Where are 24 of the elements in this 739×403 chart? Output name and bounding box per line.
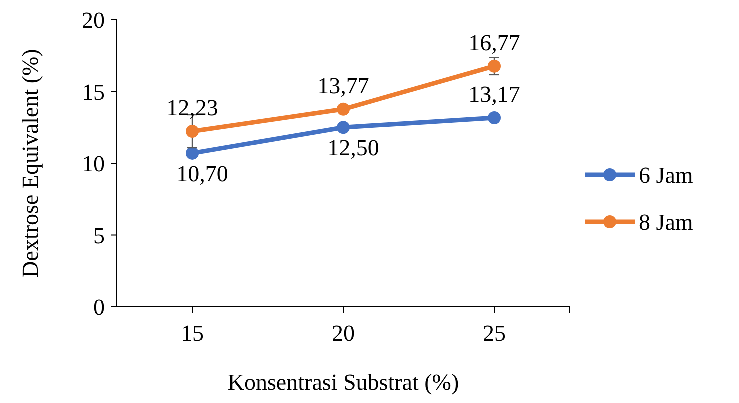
point	[488, 112, 501, 125]
y-axis-title: Dextrose Equivalent (%)	[18, 49, 43, 278]
x-tick-label: 15	[181, 321, 204, 346]
x-axis-title: Konsentrasi Substrat (%)	[228, 370, 460, 395]
y-tick-label: 0	[94, 295, 105, 320]
point	[186, 146, 199, 160]
legend-label: 8 Jam	[639, 210, 694, 236]
x-tick-label: 20	[332, 321, 355, 346]
y-tick-label: 15	[82, 80, 105, 105]
x-tick-label: 25	[483, 321, 506, 346]
point	[488, 60, 501, 73]
y-tick-label: 5	[94, 223, 105, 248]
data-label: 13,17	[468, 82, 520, 108]
point	[337, 121, 350, 134]
data-label: 13,77	[318, 73, 370, 98]
point	[337, 102, 350, 116]
point	[186, 125, 199, 138]
data-label: 12,23	[166, 96, 218, 120]
y-tick-label: 20	[82, 8, 105, 34]
y-tick-label: 10	[82, 152, 105, 177]
data-label: 10,70	[176, 161, 228, 186]
legend-label: 6 Jam	[639, 163, 694, 188]
data-label: 12,50	[328, 136, 380, 161]
data-label: 16,77	[468, 30, 520, 56]
